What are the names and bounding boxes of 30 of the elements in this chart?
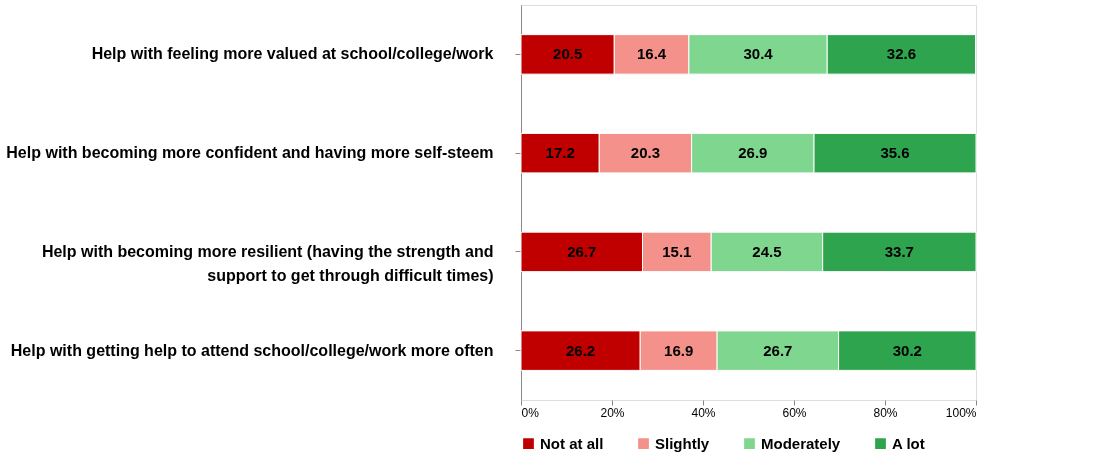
legend-label: Slightly xyxy=(655,434,710,452)
data-label: 26.2 xyxy=(566,341,596,359)
x-tick-label: 80% xyxy=(873,405,898,420)
y-tick-label: Help with becoming more resilient (having the strength and support to get through difficult times) xyxy=(41,242,494,284)
data-label: 24.5 xyxy=(752,242,782,260)
data-label: 20.5 xyxy=(553,45,583,63)
x-tick-label: 20% xyxy=(600,405,625,420)
data-label: 30.2 xyxy=(892,341,922,359)
x-tick-label: 40% xyxy=(691,405,716,420)
y-tick-label: Help with feeling more valued at school/college/work xyxy=(91,45,494,63)
legend-label: A lot xyxy=(892,434,925,452)
data-label: 33.7 xyxy=(884,242,914,260)
data-label: 30.4 xyxy=(743,45,774,63)
data-label: 26.9 xyxy=(738,144,768,162)
data-label: 26.7 xyxy=(567,242,597,260)
data-label: 17.2 xyxy=(545,144,575,162)
legend-label: Not at all xyxy=(540,434,604,452)
x-tick-label: 0% xyxy=(521,405,540,420)
data-label: 16.4 xyxy=(636,45,667,63)
data-label: 32.6 xyxy=(886,45,916,63)
data-label: 26.7 xyxy=(763,341,793,359)
data-label: 16.9 xyxy=(664,341,694,359)
x-tick-label: 60% xyxy=(782,405,807,420)
legend-label: Moderately xyxy=(761,434,841,452)
data-label: 35.6 xyxy=(880,144,910,162)
y-tick-label: Help with getting help to attend school/college/work more often xyxy=(10,341,494,359)
x-tick-label: 100% xyxy=(945,405,977,420)
y-tick-label: Help with becoming more confident and having more self-steem xyxy=(6,144,494,162)
data-label: 15.1 xyxy=(662,242,692,260)
data-label: 20.3 xyxy=(630,144,661,162)
